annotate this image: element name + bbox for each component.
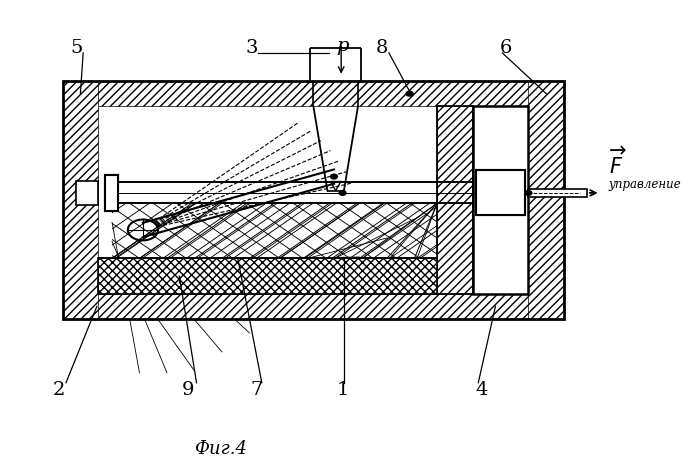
- Bar: [528, 81, 564, 319]
- Text: $\overrightarrow{F}$: $\overrightarrow{F}$: [609, 146, 626, 178]
- Bar: [105, 175, 117, 211]
- Text: 3: 3: [245, 39, 258, 57]
- Text: управление: управление: [609, 178, 682, 191]
- Text: 4: 4: [475, 381, 488, 399]
- Bar: [76, 181, 99, 205]
- Text: Фиг.4: Фиг.4: [194, 440, 247, 458]
- Text: p: p: [337, 37, 349, 55]
- Text: 9: 9: [182, 381, 194, 399]
- Bar: [105, 175, 117, 211]
- Bar: [99, 258, 437, 294]
- Bar: [473, 106, 528, 294]
- Bar: [437, 106, 473, 294]
- Text: 6: 6: [500, 39, 512, 57]
- Text: 2: 2: [53, 381, 65, 399]
- Bar: [476, 170, 525, 216]
- Bar: [437, 106, 473, 294]
- Text: 8: 8: [376, 39, 388, 57]
- Bar: [99, 258, 437, 294]
- Circle shape: [331, 174, 338, 179]
- Text: 5: 5: [70, 39, 82, 57]
- Bar: [62, 294, 564, 319]
- Bar: [476, 170, 525, 216]
- Bar: [62, 81, 99, 319]
- Text: 1: 1: [337, 381, 349, 399]
- Text: 7: 7: [251, 381, 264, 399]
- Circle shape: [339, 190, 346, 195]
- Circle shape: [525, 190, 532, 195]
- Bar: [62, 81, 564, 106]
- Bar: [528, 189, 587, 197]
- Bar: [62, 81, 564, 319]
- Circle shape: [406, 91, 413, 96]
